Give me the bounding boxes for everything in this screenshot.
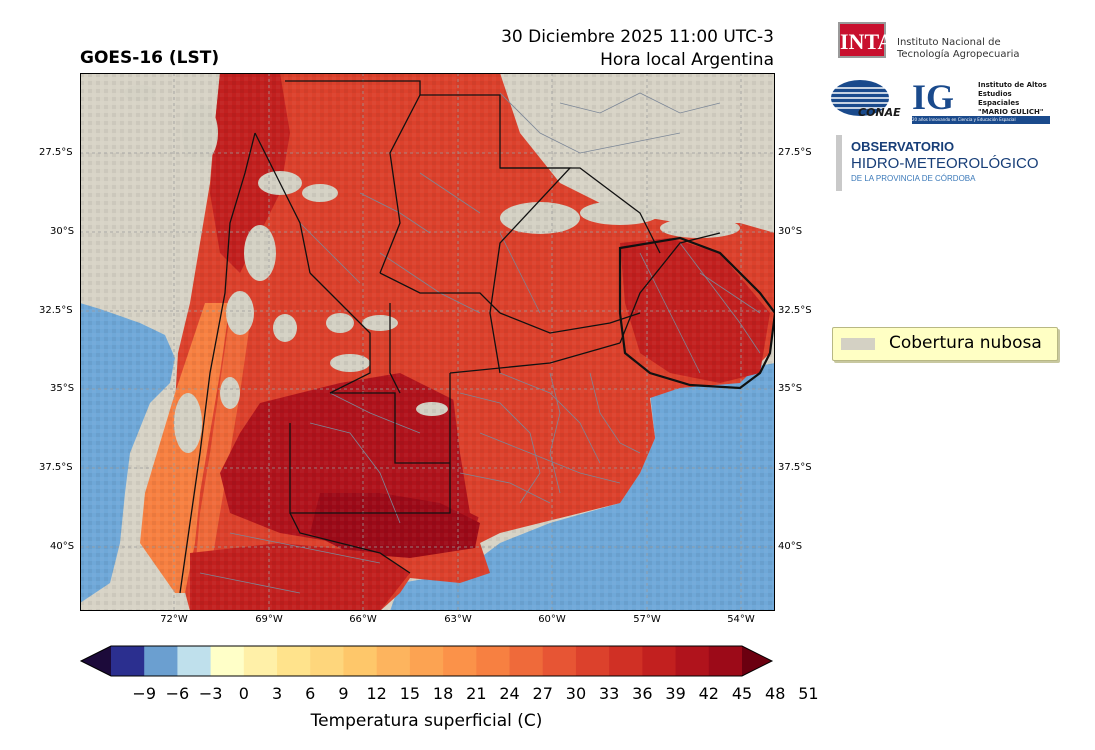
colorbar-tick-label: −9 xyxy=(132,684,156,703)
cloud-cover-swatch xyxy=(841,338,875,350)
colorbar-label: Temperatura superficial (C) xyxy=(310,711,543,731)
colorbar-segment xyxy=(609,646,643,676)
colorbar-tick-label: 36 xyxy=(632,684,653,703)
lon-label: 72°W xyxy=(160,614,188,625)
colorbar-segment xyxy=(476,646,511,676)
colorbar-outline xyxy=(79,645,774,677)
conae-text: CONAE xyxy=(858,106,901,119)
inta-name: Instituto Nacional de Tecnología Agropec… xyxy=(897,37,1020,61)
lat-label-left: 37.5°S xyxy=(39,462,73,473)
colorbar-tick-label: 51 xyxy=(798,684,819,703)
lat-label-left: 40°S xyxy=(50,541,75,552)
observatorio-line-2: HIDRO-METEOROLÓGICO xyxy=(851,155,1039,172)
province-borders xyxy=(179,80,721,594)
colorbar-tick-label: 45 xyxy=(731,684,753,703)
colorbar-segment xyxy=(277,646,311,676)
colorbar-tick-label: 0 xyxy=(238,684,249,703)
colorbar-segment xyxy=(310,646,344,676)
observatorio-logo: OBSERVATORIO HIDRO-METEOROLÓGICO DE LA P… xyxy=(836,135,1042,191)
colorbar-tick-label: 42 xyxy=(698,684,719,703)
colorbar-segment xyxy=(243,646,278,676)
ig-name: Instituto de Altos Estudios Espaciales "… xyxy=(978,81,1050,117)
colorbar-over-extension xyxy=(742,646,772,676)
colorbar-tick-label: 12 xyxy=(366,684,387,703)
observatorio-line-1: OBSERVATORIO xyxy=(851,139,955,154)
colorbar-segment xyxy=(376,646,411,676)
lat-label-left: 35°S xyxy=(50,383,75,394)
colorbar-segment xyxy=(210,646,245,676)
inta-name-line-2: Tecnología Agropecuaria xyxy=(897,49,1020,60)
datetime-line-1: 30 Diciembre 2025 11:00 UTC-3 xyxy=(501,27,774,47)
datetime-line-2: Hora local Argentina xyxy=(600,50,774,70)
colorbar-tick-label: 3 xyxy=(271,684,283,703)
colorbar-tick-label: 27 xyxy=(532,684,553,703)
department-borders xyxy=(199,92,761,594)
colorbar-tick-label: 33 xyxy=(598,684,620,703)
observatorio-line-3: DE LA PROVINCIA DE CÓRDOBA xyxy=(851,174,976,183)
conae-logo: CONAE xyxy=(830,78,901,124)
lon-label: 60°W xyxy=(538,614,566,625)
colorbar-tick-label: 15 xyxy=(399,684,421,703)
lon-label: 57°W xyxy=(633,614,661,625)
colorbar-segment xyxy=(509,646,544,676)
colorbar-tick-label: −6 xyxy=(165,684,190,703)
lon-label: 69°W xyxy=(255,614,283,625)
ig-name-line-1: Instituto de Altos xyxy=(978,81,1047,89)
colorbar-tick-label: 21 xyxy=(466,684,487,703)
lon-label: 54°W xyxy=(727,614,755,625)
lat-label-right: 27.5°S xyxy=(778,147,812,158)
colorbar-tick-label: 24 xyxy=(499,684,520,703)
map-title: GOES-16 (LST) xyxy=(80,48,220,68)
colorbar-segment xyxy=(542,646,577,676)
uruguay-border xyxy=(618,236,775,390)
graticule xyxy=(80,73,775,611)
colorbar-segment xyxy=(575,646,610,676)
ig-tagline: 20 años Innovando en Ciencia y Educación… xyxy=(912,116,1050,124)
cloud-cover-label: Cobertura nubosa xyxy=(889,333,1042,353)
inta-logo-mark: INTA xyxy=(838,22,893,58)
colorbar-tick-label: −3 xyxy=(198,684,223,703)
lon-label: 63°W xyxy=(444,614,472,625)
colorbar-segment xyxy=(111,646,145,676)
colorbar-tick-label: 6 xyxy=(305,684,316,703)
temperature-map xyxy=(80,73,775,611)
ig-logo-mark: IG xyxy=(912,77,955,117)
lat-label-right: 37.5°S xyxy=(778,462,812,473)
colorbar-under-extension xyxy=(81,646,111,676)
ig-logo: IG Instituto de Altos Estudios Espaciale… xyxy=(912,77,1050,125)
lat-label-right: 40°S xyxy=(778,541,803,552)
colorbar-segment xyxy=(343,646,378,676)
lat-label-right: 30°S xyxy=(778,226,803,237)
datetime: 30 Diciembre 2025 11:00 UTC-3 Hora local… xyxy=(400,26,774,72)
lon-label: 66°W xyxy=(349,614,377,625)
lat-label-left: 32.5°S xyxy=(39,305,73,316)
colorbar-segment xyxy=(708,646,743,676)
inta-name-line-1: Instituto Nacional de xyxy=(897,37,1001,48)
colorbar-tick-label: 9 xyxy=(338,684,349,703)
colorbar xyxy=(79,645,774,677)
colorbar-segment xyxy=(177,646,212,676)
colorbar-segment xyxy=(675,646,710,676)
cloud-cover-legend: Cobertura nubosa xyxy=(832,327,1058,361)
colorbar-segment xyxy=(409,646,444,676)
colorbar-tick-label: 39 xyxy=(665,684,686,703)
colorbar-tick-label: 48 xyxy=(765,684,786,703)
colorbar-tick-label: 18 xyxy=(432,684,454,703)
ig-name-line-2: Estudios Espaciales xyxy=(978,90,1020,107)
inta-logo: INTA xyxy=(838,22,893,66)
colorbar-segment xyxy=(642,646,677,676)
lat-label-left: 27.5°S xyxy=(39,147,73,158)
colorbar-segment xyxy=(144,646,178,676)
lat-label-right: 32.5°S xyxy=(778,305,812,316)
lat-label-left: 30°S xyxy=(50,226,75,237)
colorbar-segment xyxy=(443,646,477,676)
ig-name-line-3: "MARIO GULICH" xyxy=(978,108,1044,116)
lat-label-right: 35°S xyxy=(778,383,803,394)
colorbar-tick-label: 30 xyxy=(565,684,587,703)
